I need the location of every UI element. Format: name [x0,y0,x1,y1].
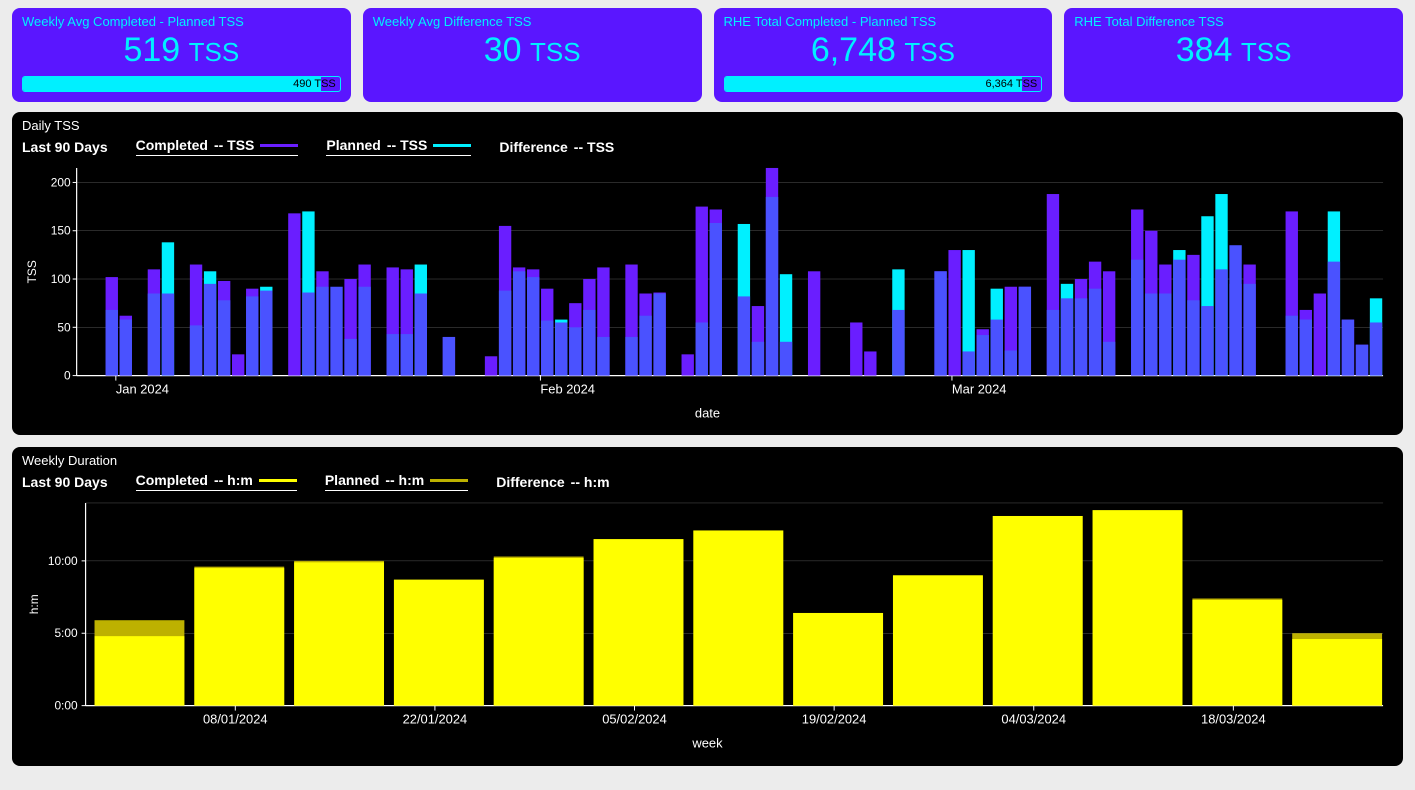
svg-text:0:00: 0:00 [54,699,78,713]
legend-planned[interactable]: Planned -- TSS [326,137,471,156]
legend-difference-value: -- TSS [574,139,614,155]
kpi-progress-bar: 490 TSS [22,76,341,92]
legend-planned-swatch [430,479,468,482]
daily-tss-panel: Daily TSS Last 90 Days Completed -- TSS … [12,112,1403,435]
kpi-card-rhe-completed: RHE Total Completed - Planned TSS 6,748 … [714,8,1053,102]
kpi-progress-text: 490 TSS [293,77,336,91]
svg-text:h:m: h:m [27,595,41,615]
legend-planned-swatch [433,144,471,147]
chart-subtitle: Last 90 Days [22,474,108,490]
kpi-row: Weekly Avg Completed - Planned TSS 519 T… [12,8,1403,102]
kpi-card-weekly-difference: Weekly Avg Difference TSS 30 TSS [363,8,702,102]
kpi-value: 30 [484,31,522,70]
legend-planned-label: Planned [326,137,380,153]
kpi-value-row: 30 TSS [373,31,692,70]
kpi-title: Weekly Avg Completed - Planned TSS [22,14,341,29]
weekly-chart-area: 0:00 5:00 10:00 08/01/2024 22/01/2024 05/02/2… [22,497,1393,755]
legend-completed-label: Completed [136,472,208,488]
legend-planned-value: -- h:m [385,472,424,488]
kpi-title: RHE Total Difference TSS [1074,14,1393,29]
legend-difference-label: Difference [496,474,564,490]
svg-text:04/03/2024: 04/03/2024 [1001,712,1066,727]
kpi-value: 519 [123,31,180,70]
kpi-value: 6,748 [811,31,896,70]
legend-difference-value: -- h:m [571,474,610,490]
svg-text:TSS: TSS [25,260,39,283]
legend-difference[interactable]: Difference -- TSS [499,139,614,155]
svg-text:05/02/2024: 05/02/2024 [602,712,667,727]
daily-chart-svg: 0 50 100 150 200 Jan 2024 Feb 2024 Mar 2024 date… [22,162,1393,420]
kpi-unit: TSS [904,37,955,68]
kpi-unit: TSS [530,37,581,68]
legend-completed-value: -- h:m [214,472,253,488]
legend-completed-label: Completed [136,137,208,153]
legend-completed[interactable]: Completed -- TSS [136,137,299,156]
svg-text:19/02/2024: 19/02/2024 [802,712,867,727]
weekly-legend-row: Last 90 Days Completed -- h:m Planned --… [22,472,1393,491]
svg-text:Mar 2024: Mar 2024 [952,381,1007,396]
svg-text:week: week [691,736,723,751]
svg-text:100: 100 [51,272,71,286]
svg-text:Feb 2024: Feb 2024 [540,381,595,396]
kpi-value-row: 384 TSS [1074,31,1393,70]
weekly-chart-svg: 0:00 5:00 10:00 08/01/2024 22/01/2024 05/02/2… [22,497,1393,750]
legend-planned[interactable]: Planned -- h:m [325,472,468,491]
svg-text:200: 200 [51,175,71,189]
legend-planned-value: -- TSS [387,137,427,153]
svg-text:Jan 2024: Jan 2024 [116,381,169,396]
kpi-progress-fill [23,77,321,91]
kpi-progress-bar: 6,364 TSS [724,76,1043,92]
svg-text:150: 150 [51,224,71,238]
weekly-duration-panel: Weekly Duration Last 90 Days Completed -… [12,447,1403,765]
kpi-unit: TSS [1241,37,1292,68]
svg-text:22/01/2024: 22/01/2024 [403,712,468,727]
legend-completed-swatch [259,479,297,482]
kpi-unit: TSS [189,37,240,68]
kpi-progress-text: 6,364 TSS [985,77,1037,91]
legend-difference[interactable]: Difference -- h:m [496,474,609,490]
legend-difference-label: Difference [499,139,567,155]
svg-text:50: 50 [57,320,71,334]
daily-legend-row: Last 90 Days Completed -- TSS Planned --… [22,137,1393,156]
svg-text:0: 0 [64,369,71,383]
legend-completed-value: -- TSS [214,137,254,153]
panel-title: Weekly Duration [22,453,1393,468]
chart-subtitle: Last 90 Days [22,139,108,155]
svg-text:18/03/2024: 18/03/2024 [1201,712,1266,727]
kpi-value-row: 519 TSS [22,31,341,70]
svg-text:08/01/2024: 08/01/2024 [203,712,268,727]
daily-chart-area: 0 50 100 150 200 Jan 2024 Feb 2024 Mar 2024 date… [22,162,1393,425]
svg-text:5:00: 5:00 [54,627,78,641]
legend-completed[interactable]: Completed -- h:m [136,472,297,491]
kpi-value: 384 [1176,31,1233,70]
kpi-card-rhe-difference: RHE Total Difference TSS 384 TSS [1064,8,1403,102]
kpi-card-weekly-completed: Weekly Avg Completed - Planned TSS 519 T… [12,8,351,102]
panel-title: Daily TSS [22,118,1393,133]
svg-text:date: date [695,405,720,420]
kpi-title: Weekly Avg Difference TSS [373,14,692,29]
svg-text:10:00: 10:00 [48,554,78,568]
kpi-title: RHE Total Completed - Planned TSS [724,14,1043,29]
kpi-progress-fill [725,77,1023,91]
kpi-value-row: 6,748 TSS [724,31,1043,70]
legend-planned-label: Planned [325,472,379,488]
legend-completed-swatch [260,144,298,147]
